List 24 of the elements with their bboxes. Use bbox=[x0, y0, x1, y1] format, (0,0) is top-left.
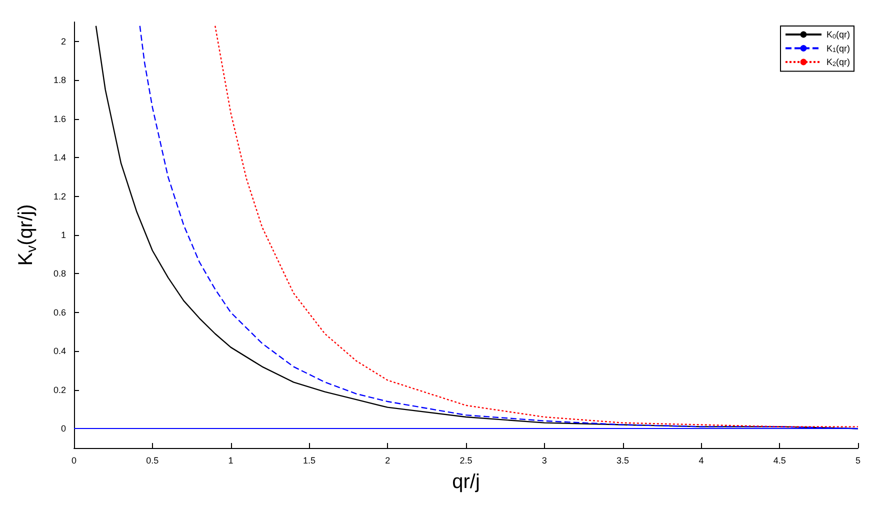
x-tick-label: 3.5 bbox=[616, 456, 630, 466]
y-tick-label: 0 bbox=[60, 424, 66, 434]
x-tick-label: 4 bbox=[698, 456, 704, 466]
y-tick-label: 0.2 bbox=[53, 384, 66, 395]
x-tick-label: 1.5 bbox=[302, 456, 316, 466]
y-tick-label: 0.8 bbox=[53, 268, 66, 279]
y-tick-label: 2 bbox=[60, 36, 66, 46]
x-tick-label: 3 bbox=[542, 456, 547, 466]
x-tick-label: 2 bbox=[385, 456, 390, 466]
y-tick-label: 0.4 bbox=[53, 346, 66, 356]
x-tick-label: 4.5 bbox=[773, 456, 786, 466]
x-tick-label: 0 bbox=[71, 456, 77, 466]
x-tick-label: 0.5 bbox=[146, 456, 159, 466]
x-tick-label: 5 bbox=[855, 456, 861, 466]
y-tick-label: 0.6 bbox=[53, 307, 66, 318]
y-tick-label: 1.6 bbox=[53, 114, 66, 124]
x-axis-title: qr/j bbox=[452, 471, 480, 493]
x-tick-label: 2.5 bbox=[460, 456, 472, 466]
y-tick-label: 1.8 bbox=[53, 75, 66, 86]
x-tick-label: 1 bbox=[228, 456, 234, 466]
y-tick-label: 1 bbox=[60, 230, 66, 240]
y-tick-label: 1.2 bbox=[53, 191, 66, 202]
y-tick-label: 1.4 bbox=[53, 152, 66, 163]
y-axis-title: Kv(qr/j) bbox=[15, 204, 39, 266]
